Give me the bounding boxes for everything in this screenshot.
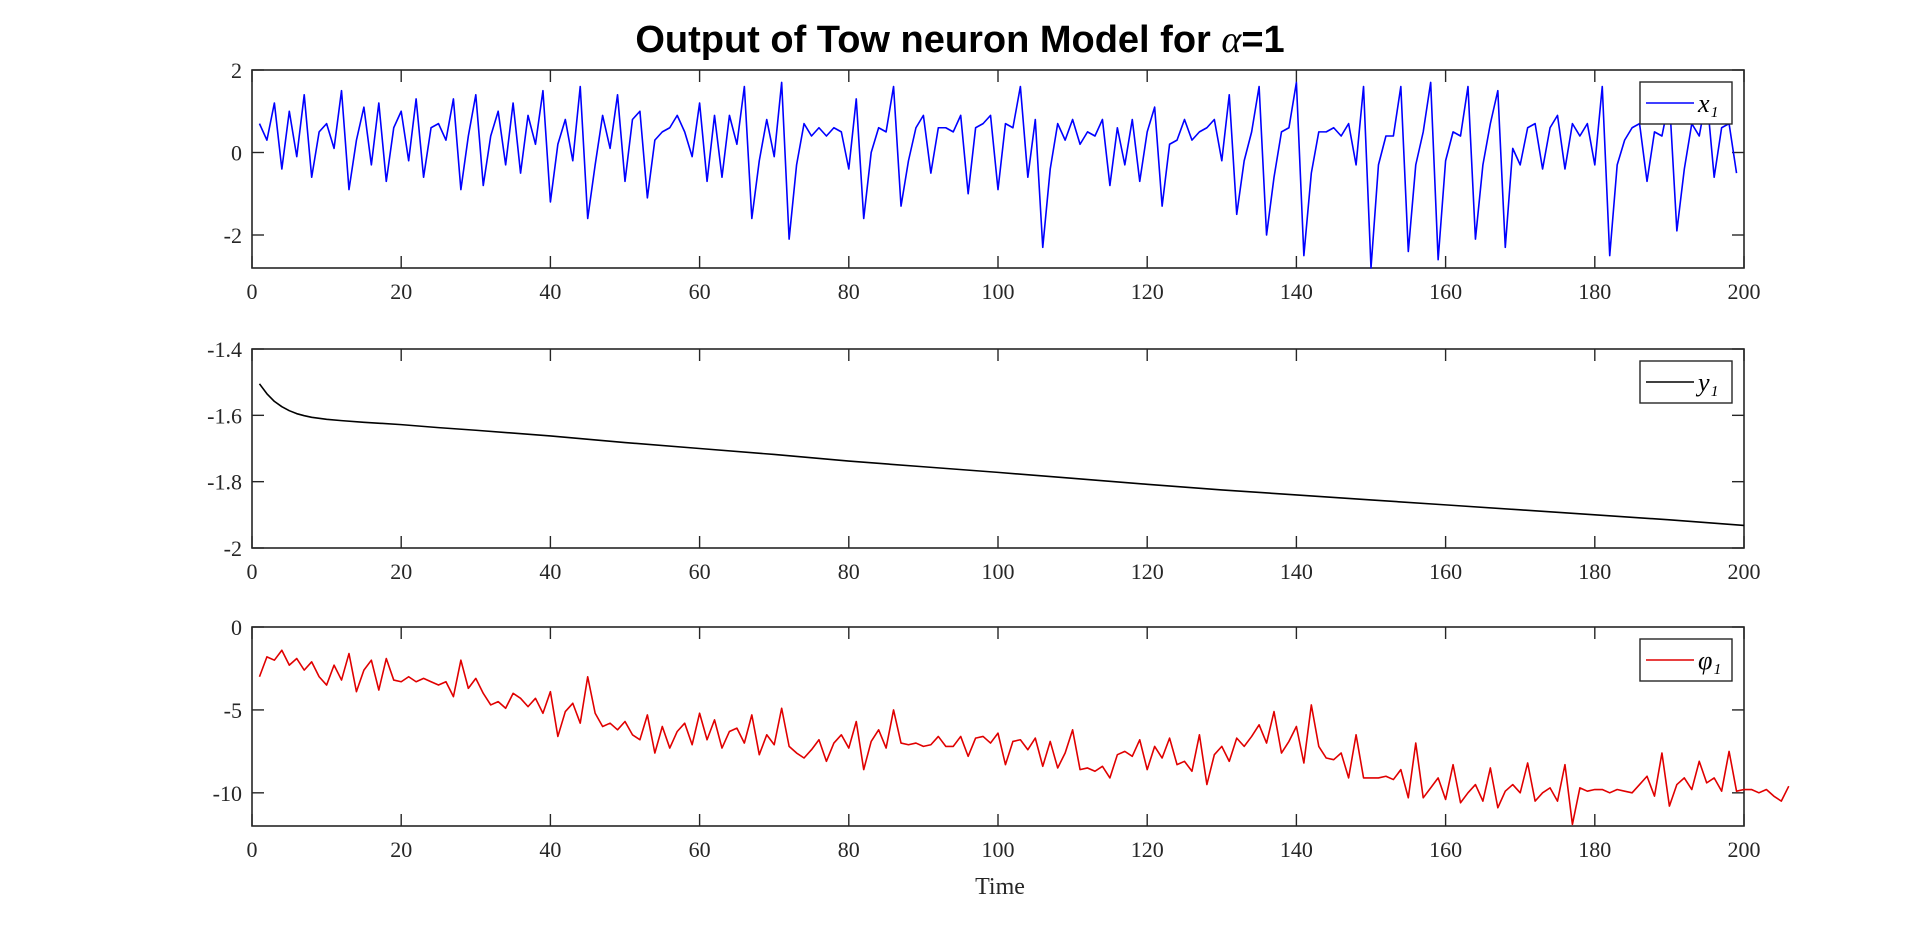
x-tick-label: 200 <box>1728 279 1761 304</box>
figure-title: Output of Tow neuron Model for α=1 <box>635 19 1284 61</box>
x-tick-label: 160 <box>1429 559 1462 584</box>
x-tick-label: 140 <box>1280 559 1313 584</box>
x-tick-label: 20 <box>390 559 412 584</box>
x-tick-label: 60 <box>689 279 711 304</box>
x-tick-label: 160 <box>1429 837 1462 862</box>
x-tick-label: 60 <box>689 559 711 584</box>
x-tick-label: 100 <box>982 559 1015 584</box>
x-tick-label: 80 <box>838 279 860 304</box>
y-tick-label: -2 <box>224 536 242 561</box>
legend-label: y₁ <box>1695 368 1719 397</box>
x-tick-label: 120 <box>1131 279 1164 304</box>
x-tick-label: 180 <box>1578 559 1611 584</box>
x-tick-label: 120 <box>1131 837 1164 862</box>
series-line-y1 <box>258 383 1745 527</box>
y-tick-label: -1.8 <box>207 470 242 495</box>
x-tick-label: 0 <box>247 279 258 304</box>
axes-box-phi1 <box>251 626 1745 827</box>
subplot-phi1: 0 20 40 60 80 100 120 140 160 180 200 0 -5 -10 φ₁ <box>213 615 1790 862</box>
y-tick-label: -2 <box>224 223 242 248</box>
x-tick-label: 0 <box>247 837 258 862</box>
y-tick-label: 2 <box>231 58 242 83</box>
x-tick-label: 0 <box>247 559 258 584</box>
series-line-x1 <box>258 81 1738 269</box>
x-tick-label: 160 <box>1429 279 1462 304</box>
x-tick-label: 80 <box>838 559 860 584</box>
x-tick-label: 200 <box>1728 837 1761 862</box>
x-tick-label: 200 <box>1728 559 1761 584</box>
x-tick-label: 180 <box>1578 837 1611 862</box>
x-tick-label: 140 <box>1280 279 1313 304</box>
legend-label: x₁ <box>1697 89 1719 118</box>
x-tick-label: 140 <box>1280 837 1313 862</box>
y-tick-label: -5 <box>224 698 242 723</box>
x-tick-label: 100 <box>982 279 1015 304</box>
x-axis-label: Time <box>975 874 1025 900</box>
legend-label: φ₁ <box>1698 646 1721 675</box>
x-tick-label: 80 <box>838 837 860 862</box>
y-tick-label: -10 <box>213 781 242 806</box>
x-tick-label: 40 <box>539 559 561 584</box>
series-line-phi1 <box>258 649 1790 826</box>
legend-y1: y₁ <box>1639 360 1733 404</box>
legend-phi1: φ₁ <box>1639 638 1733 682</box>
x-tick-label: 40 <box>539 279 561 304</box>
subplot-y1: 0 20 40 60 80 100 120 140 160 180 200 -1.4 -1.6 -1.8 -… <box>207 337 1760 584</box>
x-tick-label: 20 <box>390 837 412 862</box>
x-tick-label: 100 <box>982 837 1015 862</box>
y-tick-label: -1.6 <box>207 403 242 428</box>
axes-box-y1 <box>251 348 1745 549</box>
legend-x1: x₁ <box>1639 81 1733 125</box>
y-tick-label: -1.4 <box>207 337 242 362</box>
x-tick-label: 120 <box>1131 559 1164 584</box>
x-tick-label: 60 <box>689 837 711 862</box>
x-tick-label: 40 <box>539 837 561 862</box>
y-tick-label: 0 <box>231 615 242 640</box>
y-tick-label: 0 <box>231 141 242 166</box>
x-tick-label: 180 <box>1578 279 1611 304</box>
x-tick-label: 20 <box>390 279 412 304</box>
